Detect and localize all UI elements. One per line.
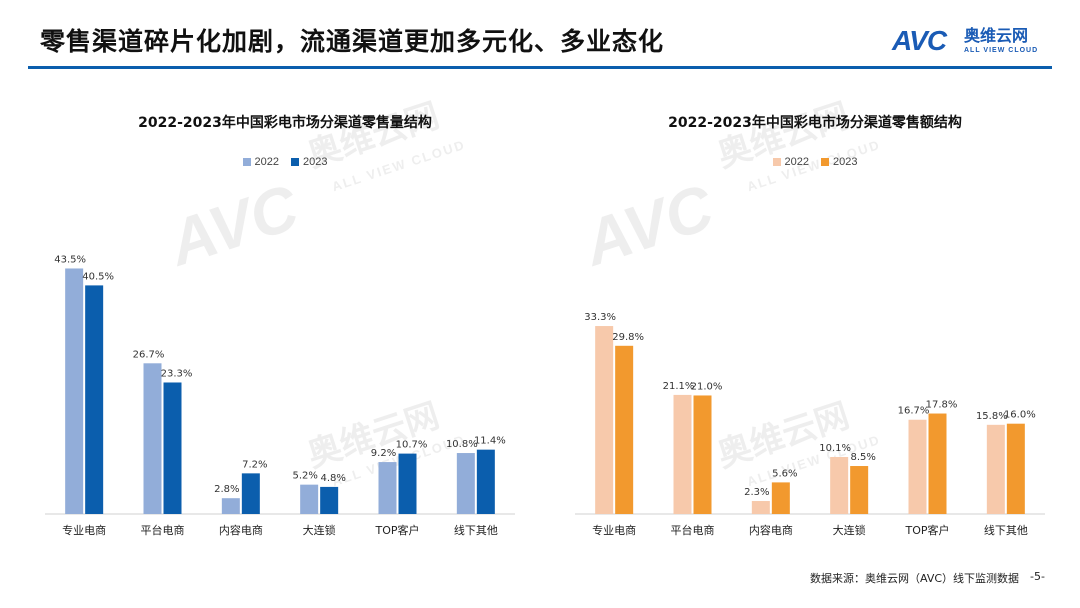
bar-2022-0 (595, 326, 614, 514)
bar-2022-1 (143, 363, 162, 514)
title-divider (28, 66, 1052, 69)
logo-cn-name: 奥维云网 (964, 26, 1029, 45)
value-structure-chart: 2022-2023年中国彩电市场分渠道零售额结构 2022 2023 33.3%… (575, 112, 1055, 552)
data-label-2022-2: 2.3% (744, 487, 769, 498)
bar-2023-3 (850, 466, 869, 514)
data-label-2022-5: 15.8% (976, 411, 1008, 422)
bar-2022-3 (300, 484, 319, 514)
category-label-4: TOP客户 (904, 523, 949, 537)
page-title: 零售渠道碎片化加剧，流通渠道更加多元化、多业态化 (40, 27, 665, 56)
legend-swatch-2023 (291, 158, 299, 166)
data-label-2022-2: 2.8% (214, 484, 239, 495)
bar-2022-5 (456, 453, 475, 514)
data-source-note: 数据来源：奥维云网（AVC）线下监测数据 (810, 572, 1020, 585)
logo-en-name: ALL VIEW CLOUD (964, 47, 1039, 54)
bar-2023-1 (163, 382, 182, 514)
legend-label-2022: 2022 (784, 156, 809, 168)
data-label-2022-1: 26.7% (133, 349, 165, 360)
bar-2022-1 (673, 394, 692, 514)
bar-2022-3 (830, 456, 849, 514)
data-label-2023-3: 8.5% (850, 452, 875, 463)
bar-plot: 43.5% 40.5% 专业电商 26.7% 23.3% 平台电商 2.8% 7.2% 内容电商… (45, 254, 515, 537)
bar-plot: 33.3% 29.8% 专业电商 21.1%21.0% 平台电商 2.3%5.6% 内容电商… (575, 312, 1045, 537)
category-label-1: 平台电商 (671, 523, 715, 537)
legend-item-2023: 2023 (291, 156, 327, 168)
legend-item-2022: 2022 (772, 156, 809, 168)
bar-2023-5 (1006, 423, 1025, 514)
data-label-2022-0: 33.3% (584, 312, 616, 323)
legend-label-2023: 2023 (303, 156, 328, 168)
category-label-2: 内容电商 (749, 523, 793, 537)
bar-2023-0 (615, 345, 634, 514)
data-label-2022-3: 10.1% (819, 443, 851, 454)
legend-swatch-2023 (821, 158, 829, 166)
data-label-2023-3: 4.8% (320, 473, 345, 484)
bar-2022-0 (65, 268, 84, 514)
bar-2023-3 (320, 486, 339, 514)
data-label-2022-1: 21.1% (663, 381, 695, 392)
category-label-5: 线下其他 (454, 523, 498, 537)
data-label-2023-4: 17.8% (926, 400, 958, 411)
chart-legend: 2022 2023 (575, 156, 1055, 168)
category-label-3: 大连锁 (833, 523, 866, 537)
legend-label-2022: 2022 (254, 156, 279, 168)
data-label-2022-0: 43.5% (54, 254, 86, 265)
bar-2023-0 (85, 285, 104, 514)
data-label-2023-1: 23.3% (161, 368, 193, 379)
category-label-2: 内容电商 (219, 523, 263, 537)
bar-2023-1 (693, 395, 712, 514)
volume-structure-chart: 2022-2023年中国彩电市场分渠道零售量结构 2022 2023 43.5%… (45, 112, 525, 552)
data-label-2023-0: 29.8% (612, 332, 644, 343)
logo-mark: AVC (892, 25, 947, 56)
category-label-5: 线下其他 (984, 523, 1028, 537)
category-label-3: 大连锁 (303, 523, 336, 537)
bar-2023-4 (398, 453, 417, 514)
data-label-2023-0: 40.5% (82, 271, 114, 282)
data-label-2023-2: 5.6% (772, 468, 797, 479)
chart-legend: 2022 2023 (45, 156, 525, 168)
bar-2022-4 (908, 419, 927, 514)
data-label-2023-5: 16.0% (1004, 410, 1036, 421)
legend-item-2022: 2022 (242, 156, 279, 168)
data-label-2022-4: 16.7% (898, 406, 930, 417)
page-number: -5- (1030, 570, 1045, 583)
category-label-1: 平台电商 (141, 523, 185, 537)
data-label-2023-1: 21.0% (691, 381, 723, 392)
bar-2023-2 (241, 473, 260, 514)
chart-title: 2022-2023年中国彩电市场分渠道零售量结构 (138, 115, 432, 131)
data-label-2023-4: 10.7% (396, 440, 428, 451)
legend-item-2023: 2023 (821, 156, 857, 168)
category-label-0: 专业电商 (592, 523, 636, 537)
data-label-2023-2: 7.2% (242, 459, 267, 470)
bar-2023-5 (476, 449, 495, 514)
legend-label-2023: 2023 (833, 156, 858, 168)
legend-swatch-2022 (772, 158, 781, 166)
category-label-0: 专业电商 (62, 523, 106, 537)
bar-2022-2 (751, 501, 770, 514)
bar-2023-2 (771, 482, 790, 514)
category-label-4: TOP客户 (374, 523, 419, 537)
data-label-2023-5: 11.4% (474, 436, 506, 447)
legend-swatch-2022 (242, 158, 251, 166)
data-label-2022-4: 9.2% (371, 448, 396, 459)
bar-2023-4 (928, 413, 947, 514)
data-label-2022-5: 10.8% (446, 439, 478, 450)
chart-title: 2022-2023年中国彩电市场分渠道零售额结构 (668, 115, 962, 131)
bar-2022-5 (986, 424, 1005, 514)
bar-2022-2 (221, 498, 240, 514)
data-label-2022-3: 5.2% (292, 471, 317, 482)
bar-2022-4 (378, 462, 397, 514)
avc-logo: AVC 奥维云网 ALL VIEW CLOUD (892, 26, 1052, 60)
